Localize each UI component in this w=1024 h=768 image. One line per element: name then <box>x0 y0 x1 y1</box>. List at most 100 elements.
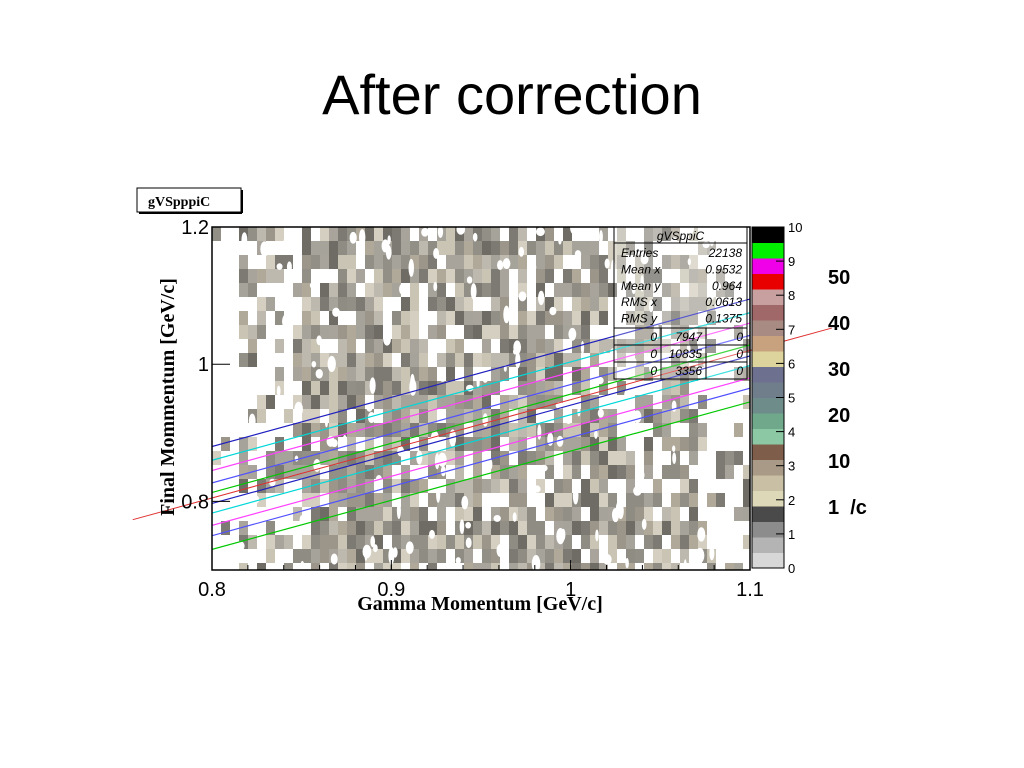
heatmap-gap <box>311 361 317 368</box>
heatmap-cell <box>680 437 689 451</box>
heatmap-cell <box>581 563 590 570</box>
heatmap-cell <box>482 563 491 570</box>
heatmap-cell <box>680 493 689 507</box>
heatmap-cell <box>563 241 572 255</box>
palette-swatch <box>752 413 784 429</box>
heatmap-cell <box>698 353 707 367</box>
histogram-title: gVSpppiC <box>148 195 210 210</box>
palette-swatch <box>752 273 784 290</box>
heatmap-cell <box>653 339 662 353</box>
heatmap-cell <box>428 381 437 395</box>
heatmap-gap <box>574 250 582 259</box>
heatmap-cell <box>329 381 338 395</box>
palette-swatch <box>752 521 784 538</box>
heatmap-cell <box>239 269 248 283</box>
heatmap-cell <box>410 535 419 549</box>
heatmap-cell <box>563 283 572 297</box>
heatmap-cell <box>365 493 374 507</box>
heatmap-gap <box>640 275 644 292</box>
heatmap-gap <box>436 485 441 503</box>
heatmap-cell <box>320 437 329 451</box>
heatmap-gap <box>365 398 374 412</box>
heatmap-gap <box>476 376 480 388</box>
heatmap-cell <box>410 521 419 535</box>
y-axis-label: Final Mommentum [GeV/c] <box>157 278 179 516</box>
heatmap-cell <box>482 311 491 325</box>
heatmap-cell <box>329 283 338 297</box>
heatmap-cell <box>383 367 392 381</box>
heatmap-cell <box>536 255 545 269</box>
heatmap-cell <box>725 563 734 570</box>
heatmap-cell <box>599 297 608 311</box>
heatmap-cell <box>617 437 626 451</box>
stats-box: gVSppiC Entries 22138 Mean x 0.9532 Mean y 0.9… <box>613 226 748 380</box>
heatmap-cell <box>410 507 419 521</box>
heatmap-cell <box>680 465 689 479</box>
heatmap-gap <box>291 230 298 247</box>
heatmap-gap <box>315 368 323 379</box>
heatmap-gap <box>683 559 687 570</box>
heatmap-gap <box>461 495 469 510</box>
heatmap-gap <box>248 413 256 429</box>
heatmap-cell <box>635 311 644 325</box>
heatmap-cell <box>401 549 410 563</box>
heatmap-cell <box>536 339 545 353</box>
heatmap-cell <box>554 325 563 339</box>
heatmap-cell <box>455 409 464 423</box>
heatmap-cell <box>365 451 374 465</box>
heatmap-cell <box>356 563 365 570</box>
heatmap-cell <box>644 269 653 283</box>
heatmap-cell <box>554 549 563 563</box>
heatmap-cell <box>698 269 707 283</box>
heatmap-cell <box>275 255 284 269</box>
heatmap-cell <box>653 535 662 549</box>
heatmap-cell <box>563 465 572 479</box>
heatmap-cell <box>716 283 725 297</box>
heatmap-cell <box>248 325 257 339</box>
heatmap-cell <box>356 367 365 381</box>
heatmap-cell <box>347 535 356 549</box>
heatmap-cell <box>401 479 410 493</box>
heatmap-gap <box>332 307 340 317</box>
heatmap-cell <box>356 297 365 311</box>
heatmap-cell <box>257 409 266 423</box>
heatmap-cell <box>662 367 671 381</box>
heatmap-cell <box>500 325 509 339</box>
heatmap-cell <box>635 521 644 535</box>
heatmap-cell <box>644 311 653 325</box>
heatmap-cell <box>464 241 473 255</box>
heatmap-cell <box>356 507 365 521</box>
heatmap-cell <box>590 507 599 521</box>
heatmap-cell <box>401 311 410 325</box>
heatmap-cell <box>311 255 320 269</box>
heatmap-cell <box>491 437 500 451</box>
heatmap-gap <box>459 519 465 535</box>
heatmap-cell <box>455 269 464 283</box>
heatmap-cell <box>374 269 383 283</box>
heatmap-cell <box>221 521 230 535</box>
heatmap-cell <box>311 423 320 437</box>
heatmap-cell <box>383 465 392 479</box>
palette-tick-label: 10 <box>788 220 802 235</box>
heatmap-cell <box>419 241 428 255</box>
heatmap-cell <box>428 367 437 381</box>
heatmap-cell <box>590 311 599 325</box>
heatmap-cell <box>419 339 428 353</box>
heatmap-cell <box>491 311 500 325</box>
cut-band-line <box>212 377 750 526</box>
heatmap-cell <box>383 339 392 353</box>
heatmap-cell <box>419 353 428 367</box>
heatmap-cell <box>518 451 527 465</box>
heatmap-cell <box>338 395 347 409</box>
heatmap-cell <box>635 325 644 339</box>
heatmap-cell <box>374 367 383 381</box>
heatmap-cell <box>599 283 608 297</box>
heatmap-cell <box>374 241 383 255</box>
heatmap-cell <box>491 549 500 563</box>
heatmap-cell <box>428 325 437 339</box>
heatmap-cell <box>689 437 698 451</box>
heatmap-cell <box>518 479 527 493</box>
heatmap-gap <box>709 545 715 561</box>
heatmap-cell <box>590 465 599 479</box>
heatmap-cell <box>671 437 680 451</box>
